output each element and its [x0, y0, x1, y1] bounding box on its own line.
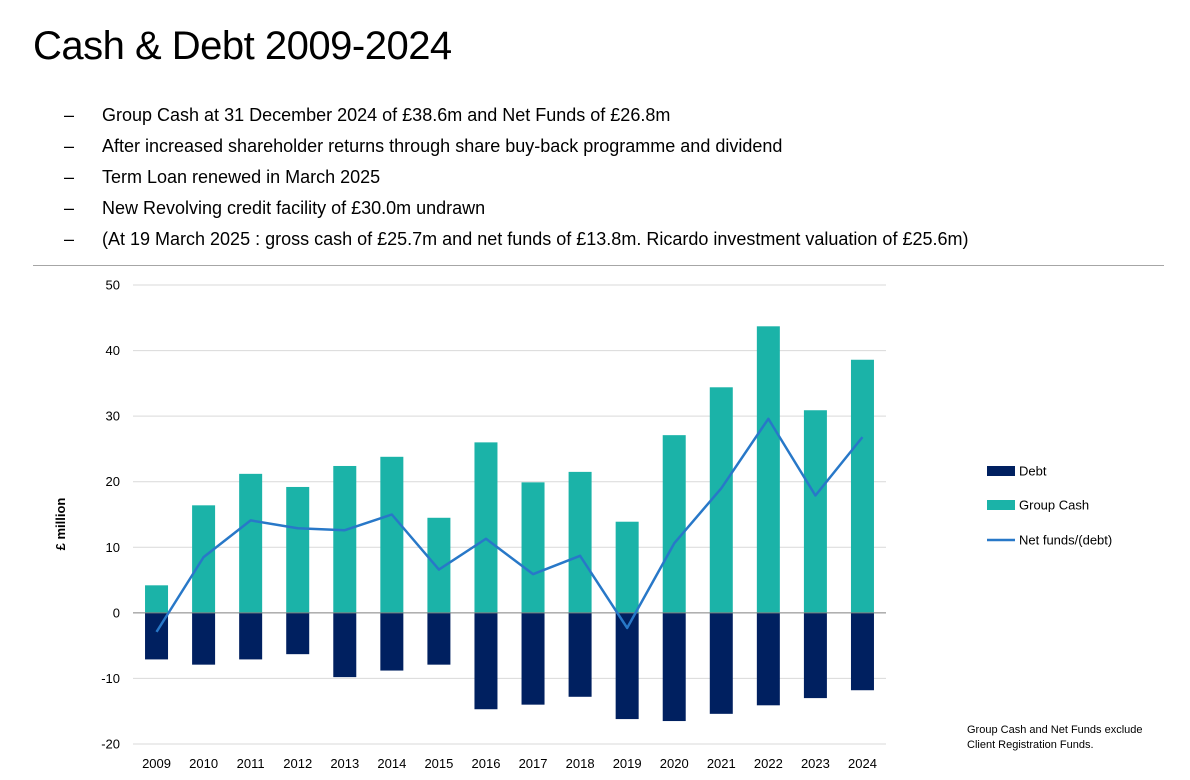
- group-cash-bar: [756, 326, 780, 613]
- bullet-marker: –: [64, 198, 75, 218]
- debt-bar: [709, 612, 733, 714]
- debt-bar: [803, 612, 827, 699]
- debt-bar: [427, 612, 451, 665]
- x-tick-label: 2010: [189, 756, 218, 771]
- bullet-text: Term Loan renewed in March 2025: [102, 167, 381, 187]
- legend-label: Group Cash: [1019, 498, 1089, 513]
- group-cash-bar: [709, 387, 733, 613]
- chart-net-funds-line: [155, 417, 864, 633]
- debt-bar: [192, 612, 216, 665]
- legend-label: Debt: [1019, 464, 1047, 479]
- debt-bar: [568, 612, 592, 697]
- y-tick-label: 50: [106, 278, 120, 293]
- x-tick-label: 2018: [566, 756, 595, 771]
- y-tick-label: -20: [101, 737, 120, 752]
- slide-title: Cash & Debt 2009-2024: [33, 24, 452, 68]
- bullet-item: – After increased shareholder returns th…: [64, 131, 1164, 162]
- y-tick-label: 20: [106, 474, 120, 489]
- debt-bar: [333, 612, 357, 678]
- x-tick-label: 2013: [330, 756, 359, 771]
- group-cash-bar: [333, 465, 357, 613]
- debt-bar: [380, 612, 404, 671]
- group-cash-bar: [662, 435, 686, 613]
- y-tick-label: 30: [106, 409, 120, 424]
- bullet-list: – Group Cash at 31 December 2024 of £38.…: [64, 100, 1164, 255]
- y-tick-label: 40: [106, 343, 120, 358]
- group-cash-bar: [615, 521, 639, 613]
- bullet-marker: –: [64, 229, 75, 249]
- bullet-item: – (At 19 March 2025 : gross cash of £25.…: [64, 224, 1164, 255]
- bullet-item: – Group Cash at 31 December 2024 of £38.…: [64, 100, 1164, 131]
- chart-y-ticks: 50 40 30 20 10 0 -10 -20: [101, 278, 120, 752]
- x-tick-label: 2014: [377, 756, 406, 771]
- legend-label: Net funds/(debt): [1019, 533, 1112, 548]
- footnote-line: Client Registration Funds.: [967, 739, 1094, 751]
- debt-bar: [662, 612, 686, 722]
- footnote: Group Cash and Net Funds exclude Client …: [967, 723, 1167, 753]
- bullet-text: (At 19 March 2025 : gross cash of £25.7m…: [102, 229, 969, 249]
- debt-bar: [850, 612, 874, 691]
- x-tick-label: 2022: [754, 756, 783, 771]
- x-tick-label: 2015: [424, 756, 453, 771]
- x-tick-label: 2017: [519, 756, 548, 771]
- bullet-text: After increased shareholder returns thro…: [102, 136, 783, 156]
- bullet-item: – New Revolving credit facility of £30.0…: [64, 193, 1164, 224]
- bullet-text: Group Cash at 31 December 2024 of £38.6m…: [102, 105, 671, 125]
- debt-bar: [286, 612, 310, 655]
- group-cash-bar: [380, 456, 404, 613]
- section-divider: [33, 265, 1164, 266]
- y-tick-label: 0: [113, 605, 120, 620]
- debt-bar: [239, 612, 263, 660]
- x-tick-label: 2019: [613, 756, 642, 771]
- legend-group-cash-swatch: [987, 500, 1015, 510]
- group-cash-bar: [521, 482, 545, 613]
- x-tick-label: 2020: [660, 756, 689, 771]
- bullet-marker: –: [64, 167, 75, 187]
- legend-debt-swatch: [987, 466, 1015, 476]
- group-cash-bar: [474, 442, 498, 613]
- footnote-line: Group Cash and Net Funds exclude: [967, 724, 1143, 736]
- group-cash-bar: [850, 359, 874, 613]
- debt-bar: [615, 612, 639, 720]
- group-cash-bar: [568, 471, 592, 613]
- y-tick-label: -10: [101, 671, 120, 686]
- bullet-marker: –: [64, 136, 75, 156]
- chart-x-ticks: 2009 2010 2011 2012 2013 2014 2015 2016 2017 2018…: [142, 756, 877, 771]
- y-axis-label: £ million: [53, 498, 68, 551]
- debt-bar: [521, 612, 545, 705]
- group-cash-bar: [145, 585, 169, 613]
- x-tick-label: 2016: [472, 756, 501, 771]
- chart-bars: [145, 326, 874, 722]
- bullet-item: – Term Loan renewed in March 2025: [64, 162, 1164, 193]
- debt-bar: [756, 612, 780, 706]
- y-tick-label: 10: [106, 540, 120, 555]
- net-funds-line: [155, 417, 864, 633]
- x-tick-label: 2011: [237, 756, 265, 771]
- debt-bar: [474, 612, 498, 710]
- chart-legend: Debt Group Cash Net funds/(debt): [987, 464, 1112, 548]
- group-cash-bar: [239, 473, 263, 613]
- group-cash-bar: [803, 410, 827, 613]
- bullet-text: New Revolving credit facility of £30.0m …: [102, 198, 486, 218]
- group-cash-bar: [286, 486, 310, 613]
- x-tick-label: 2023: [801, 756, 830, 771]
- bullet-marker: –: [64, 105, 75, 125]
- x-tick-label: 2021: [707, 756, 736, 771]
- group-cash-bar: [427, 517, 451, 613]
- x-tick-label: 2012: [283, 756, 312, 771]
- x-tick-label: 2024: [848, 756, 877, 771]
- x-tick-label: 2009: [142, 756, 171, 771]
